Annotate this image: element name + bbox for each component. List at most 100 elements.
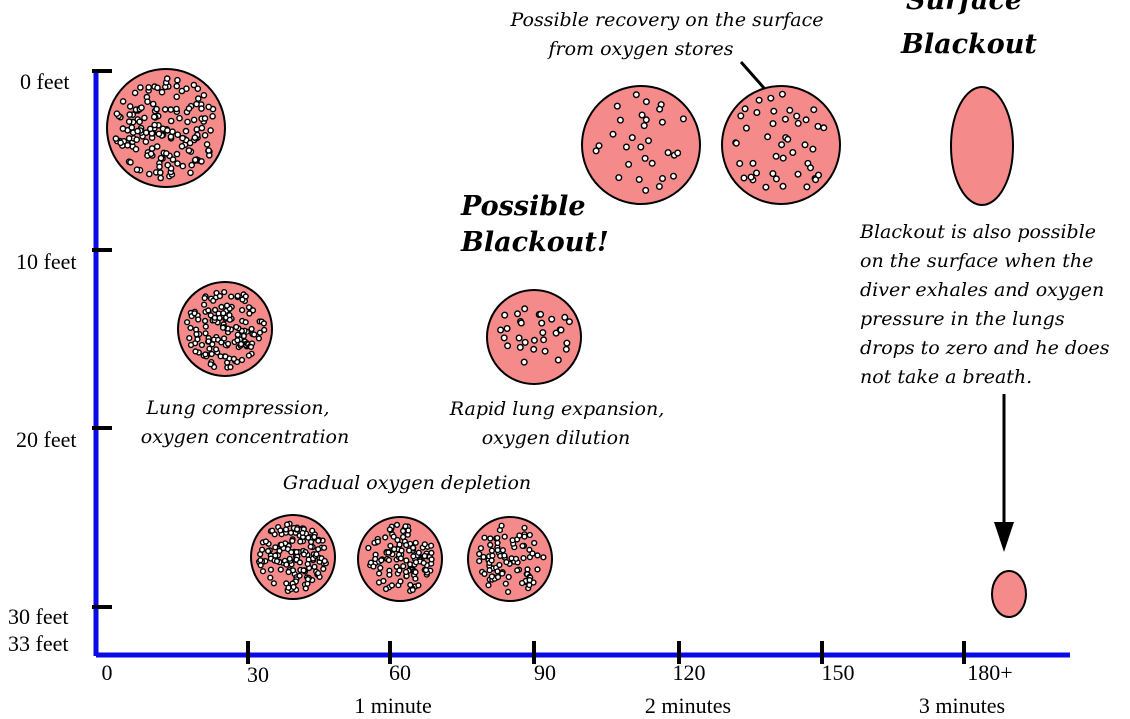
oxygen-bubble [162, 150, 170, 157]
oxygen-bubble [645, 137, 653, 145]
oxygen-bubble [202, 323, 209, 330]
recovery-pointer [739, 61, 766, 89]
oxygen-bubble [521, 524, 528, 531]
oxygen-bubble [365, 544, 372, 552]
oxygen-bubble [256, 329, 264, 336]
oxygen-bubble [217, 353, 224, 360]
oxygen-bubble [142, 129, 150, 136]
oxygen-bubble [272, 552, 279, 559]
oxygen-bubble [132, 145, 140, 153]
oxygen-bubble [538, 319, 546, 327]
oxygen-bubble [784, 135, 792, 143]
oxygen-bubble [526, 531, 533, 539]
oxygen-bubble [205, 307, 212, 314]
oxygen-bubble [655, 182, 663, 190]
oxygen-bubble [205, 103, 212, 111]
oxygen-bubble [300, 567, 307, 574]
oxygen-bubble [400, 527, 407, 535]
oxygen-bubble [225, 340, 232, 347]
oxygen-bubble [153, 105, 160, 113]
oxygen-bubble [803, 183, 811, 191]
oxygen-bubble [202, 330, 209, 337]
oxygen-bubble [283, 561, 290, 568]
oxygen-bubble [187, 169, 194, 177]
oxygen-bubble [526, 546, 533, 553]
oxygen-bubble [786, 106, 794, 114]
oxygen-bubble [193, 126, 201, 133]
oxygen-bubble [164, 161, 171, 169]
oxygen-bubble [267, 566, 275, 573]
oxygen-bubble [772, 175, 780, 183]
oxygen-bubble [296, 559, 304, 566]
oxygen-bubble [124, 141, 131, 149]
oxygen-bubble [504, 342, 512, 350]
oxygen-bubble [193, 100, 200, 108]
oxygen-bubble [499, 547, 507, 554]
oxygen-bubble [541, 347, 549, 355]
oxygen-bubble [212, 306, 219, 314]
oxygen-bubble [487, 541, 494, 549]
oxygen-bubble [674, 149, 682, 157]
oxygen-bubble [187, 341, 195, 349]
oxygen-bubble [376, 570, 383, 577]
oxygen-bubble [814, 122, 822, 130]
oxygen-bubble [173, 82, 181, 90]
time-label-150: 150 [822, 660, 855, 685]
oxygen-bubble [194, 85, 202, 92]
oxygen-bubble [288, 549, 295, 556]
oxygen-bubble [488, 547, 496, 554]
oxygen-bubble [179, 162, 187, 170]
oxygen-bubble [512, 555, 520, 562]
time-label-60: 60 [389, 660, 411, 685]
oxygen-bubble [385, 556, 393, 564]
compression-note-line1: Lung compression, [145, 397, 329, 419]
oxygen-bubble [638, 111, 646, 119]
oxygen-bubble [126, 103, 134, 110]
oxygen-bubble [595, 142, 603, 150]
oxygen-bubble [632, 91, 640, 99]
oxygen-bubble [421, 552, 428, 560]
oxygen-bubble [781, 115, 789, 123]
oxygen-bubble [154, 84, 161, 92]
depth-label-0: 0 feet [20, 69, 69, 94]
oxygen-bubble [209, 113, 216, 120]
oxygen-bubble [216, 293, 224, 300]
oxygen-bubble [289, 537, 296, 545]
oxygen-bubble [398, 547, 405, 554]
oxygen-bubble [285, 584, 292, 591]
oxygen-bubble [262, 538, 270, 545]
oxygen-bubble [539, 329, 547, 337]
oxygen-bubble [741, 105, 749, 113]
oxygen-bubble [732, 139, 740, 147]
oxygen-bubble [387, 542, 394, 549]
oxygen-bubble [307, 543, 314, 550]
oxygen-bubble [227, 364, 234, 371]
oxygen-bubble [554, 356, 562, 364]
oxygen-bubble [403, 541, 410, 549]
oxygen-bubble [145, 84, 152, 91]
oxygen-bubble [259, 546, 266, 553]
oxygen-bubble [802, 116, 810, 124]
oxygen-bubble [128, 124, 136, 131]
oxygen-bubble [234, 337, 241, 344]
oxygen-bubble [505, 573, 512, 581]
minute-label-1: 1 minute [354, 693, 432, 718]
oxygen-bubble [764, 133, 772, 141]
oxygen-bubble [382, 534, 389, 541]
oxygen-bubble [422, 566, 430, 574]
oxygen-bubble [747, 173, 755, 181]
oxygen-bubble [119, 98, 127, 105]
oxygen-bubble [222, 353, 229, 360]
oxygen-bubble [113, 110, 121, 117]
oxygen-bubble [136, 118, 143, 126]
oxygen-bubble [664, 149, 672, 157]
oxygen-bubble [477, 545, 485, 552]
time-label-0: 0 [102, 660, 113, 685]
oxygen-bubble [315, 537, 322, 544]
oxygen-bubble [502, 580, 509, 587]
oxygen-bubble [251, 331, 258, 338]
oxygen-bubble [370, 563, 377, 570]
oxygen-bubble [809, 145, 817, 153]
oxygen-bubble [390, 533, 397, 540]
expansion-note-line2: oxygen dilution [482, 427, 631, 449]
